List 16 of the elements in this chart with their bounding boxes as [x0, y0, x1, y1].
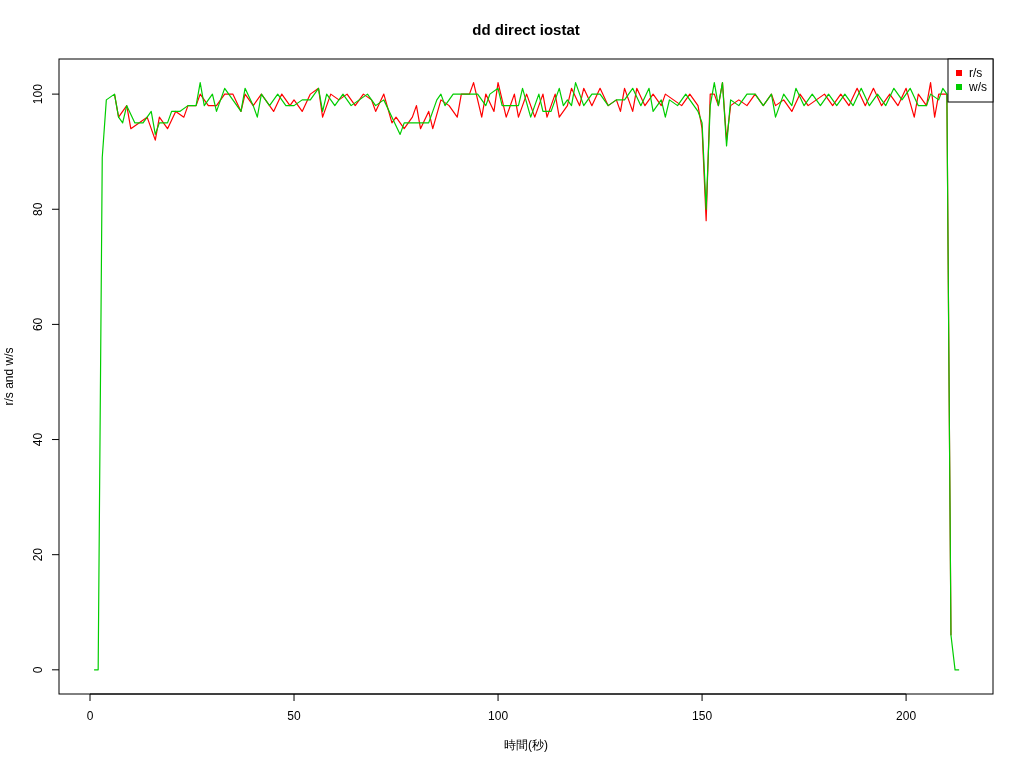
x-tick-label: 0: [86, 709, 94, 723]
y-tick-label: 80: [31, 202, 45, 216]
legend-label: r/s: [969, 66, 983, 80]
x-tick-label: 100: [488, 709, 509, 723]
x-tick-label: 150: [692, 709, 713, 723]
y-tick-label: 100: [31, 83, 45, 105]
y-axis-title: r/s and w/s: [2, 347, 16, 406]
x-tick-label: 50: [287, 709, 302, 723]
y-tick-label: 20: [31, 547, 45, 562]
x-tick-label: 200: [896, 709, 917, 723]
chart-title: dd direct iostat: [472, 21, 580, 38]
y-tick-label: 0: [31, 666, 45, 674]
y-tick-label: 60: [31, 317, 45, 332]
x-axis-title: 時間(秒): [504, 738, 548, 752]
legend-label: w/s: [968, 80, 987, 94]
y-tick-label: 40: [31, 432, 45, 447]
